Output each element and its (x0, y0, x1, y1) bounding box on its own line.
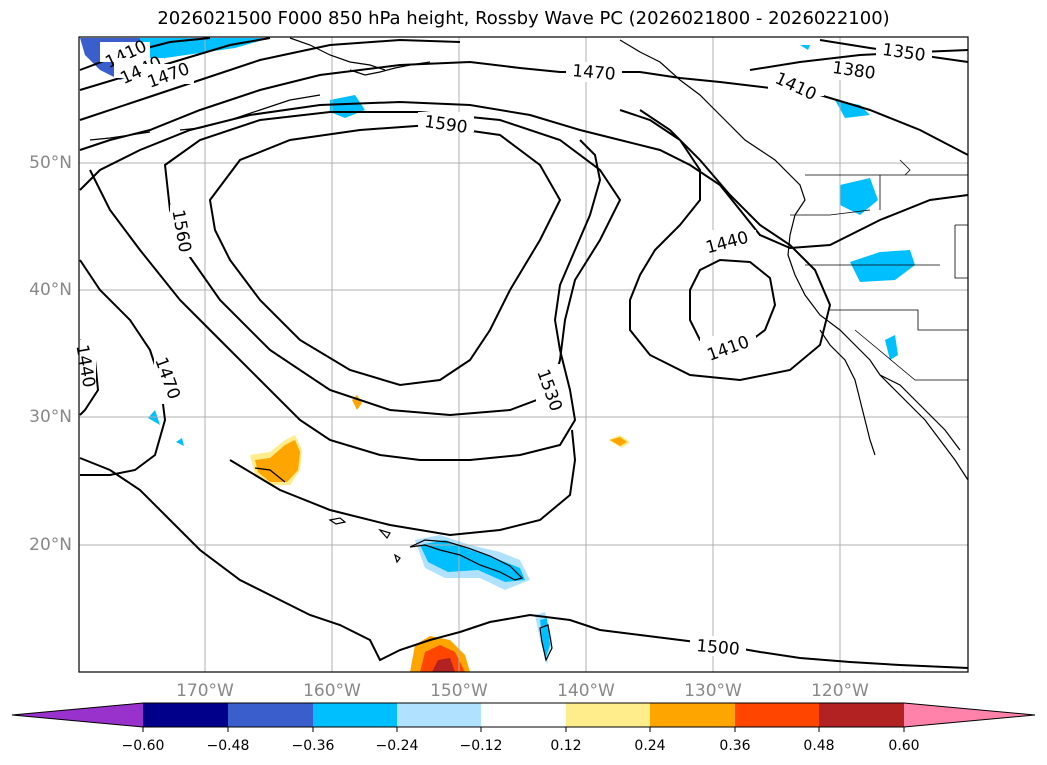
lon-label: 160°W (303, 681, 361, 701)
lon-label: 130°W (684, 681, 742, 701)
contour-label: 1500 (696, 636, 741, 660)
colorbar-segment (650, 703, 735, 727)
colorbar-segment (143, 703, 228, 727)
lat-label: 50°N (29, 153, 72, 173)
colorbar-segment (819, 703, 904, 727)
map-title: 2026021500 F000 850 hPa height, Rossby W… (157, 8, 890, 29)
colorbar-tick-label: −0.48 (206, 738, 250, 754)
colorbar-segment (735, 703, 819, 727)
contour-label: 1410 (772, 69, 820, 105)
colorbar-tick-label: 0.60 (888, 738, 920, 754)
colorbar (11, 702, 1036, 732)
colorbar-tick-label: 0.24 (634, 738, 666, 754)
lon-label: 150°W (430, 681, 488, 701)
lon-label: 140°W (557, 681, 615, 701)
colorbar-tick-label: −0.24 (375, 738, 419, 754)
lon-label: 120°W (811, 681, 869, 701)
colorbar-extend-low (12, 703, 143, 727)
contour-label: 1470 (571, 61, 616, 85)
country-borders (790, 159, 968, 381)
colorbar-tick-label: −0.12 (459, 738, 503, 754)
colorbar-tick-label: −0.36 (291, 738, 335, 754)
colorbar-segment (566, 703, 650, 727)
gridlines (79, 37, 968, 672)
colorbar-segment (397, 703, 481, 727)
map-frame (78, 36, 969, 673)
colorbar-tick-label: 0.48 (803, 738, 835, 754)
colorbar-extend-high (904, 703, 1035, 727)
colorbar-tick-label: −0.60 (121, 738, 165, 754)
colorbar-segment (313, 703, 397, 727)
colorbar-segment (481, 703, 566, 727)
lat-label: 30°N (29, 407, 72, 427)
colorbar-tick-label: 0.36 (719, 738, 751, 754)
lat-label: 40°N (29, 280, 72, 300)
lat-label: 20°N (29, 535, 72, 555)
lon-label: 170°W (176, 681, 234, 701)
colorbar-segment (228, 703, 313, 727)
colorbar-tick-label: 0.12 (550, 738, 582, 754)
